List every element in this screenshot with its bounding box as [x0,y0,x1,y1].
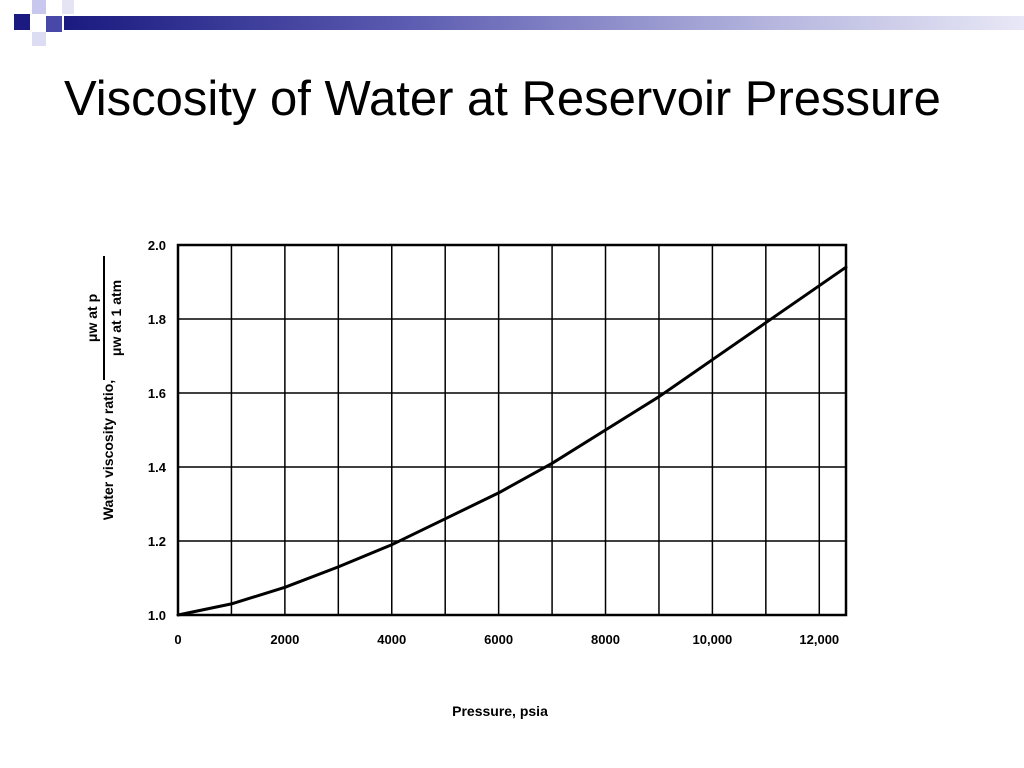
y-axis-label: Water viscosity ratio, [100,380,116,520]
y-tick-label: 2.0 [148,238,166,253]
deco-square-blue [46,16,62,32]
x-tick-labels: 0 2000 4000 6000 8000 10,000 12,000 [174,632,839,647]
vertical-gridlines [230,245,821,615]
y-axis-ratio-group: μw at p μw at 1 atm [84,256,124,380]
deco-square-light [32,32,46,46]
y-tick-label: 1.6 [148,386,166,401]
y-axis-ratio-numerator: μw at p [84,294,100,342]
viscosity-curve [176,265,848,617]
y-tick-label: 1.8 [148,312,166,327]
x-tick-label: 10,000 [693,632,733,647]
y-axis-label-group: Water viscosity ratio, [100,380,116,520]
y-tick-labels: 1.0 1.2 1.4 1.6 1.8 2.0 [148,238,167,623]
title-decoration [14,0,1024,46]
title-gradient-bar [64,16,1024,30]
slide-title: Viscosity of Water at Reservoir Pressure [64,72,941,126]
y-tick-label: 1.4 [148,460,167,475]
y-tick-label: 1.2 [148,534,166,549]
x-tick-label: 4000 [377,632,406,647]
x-tick-label: 0 [174,632,181,647]
x-tick-label: 8000 [591,632,620,647]
x-tick-label: 6000 [484,632,513,647]
horizontal-gridlines [178,318,846,542]
plot-frame [176,243,848,617]
deco-square-navy [14,14,30,30]
x-tick-label: 12,000 [799,632,839,647]
deco-square-pale [62,0,74,14]
y-axis-ratio-denominator: μw at 1 atm [108,280,124,356]
x-tick-label: 2000 [270,632,299,647]
deco-square-lavender [32,0,46,14]
y-tick-label: 1.0 [148,608,166,623]
x-axis-label: Pressure, psia [452,703,548,719]
